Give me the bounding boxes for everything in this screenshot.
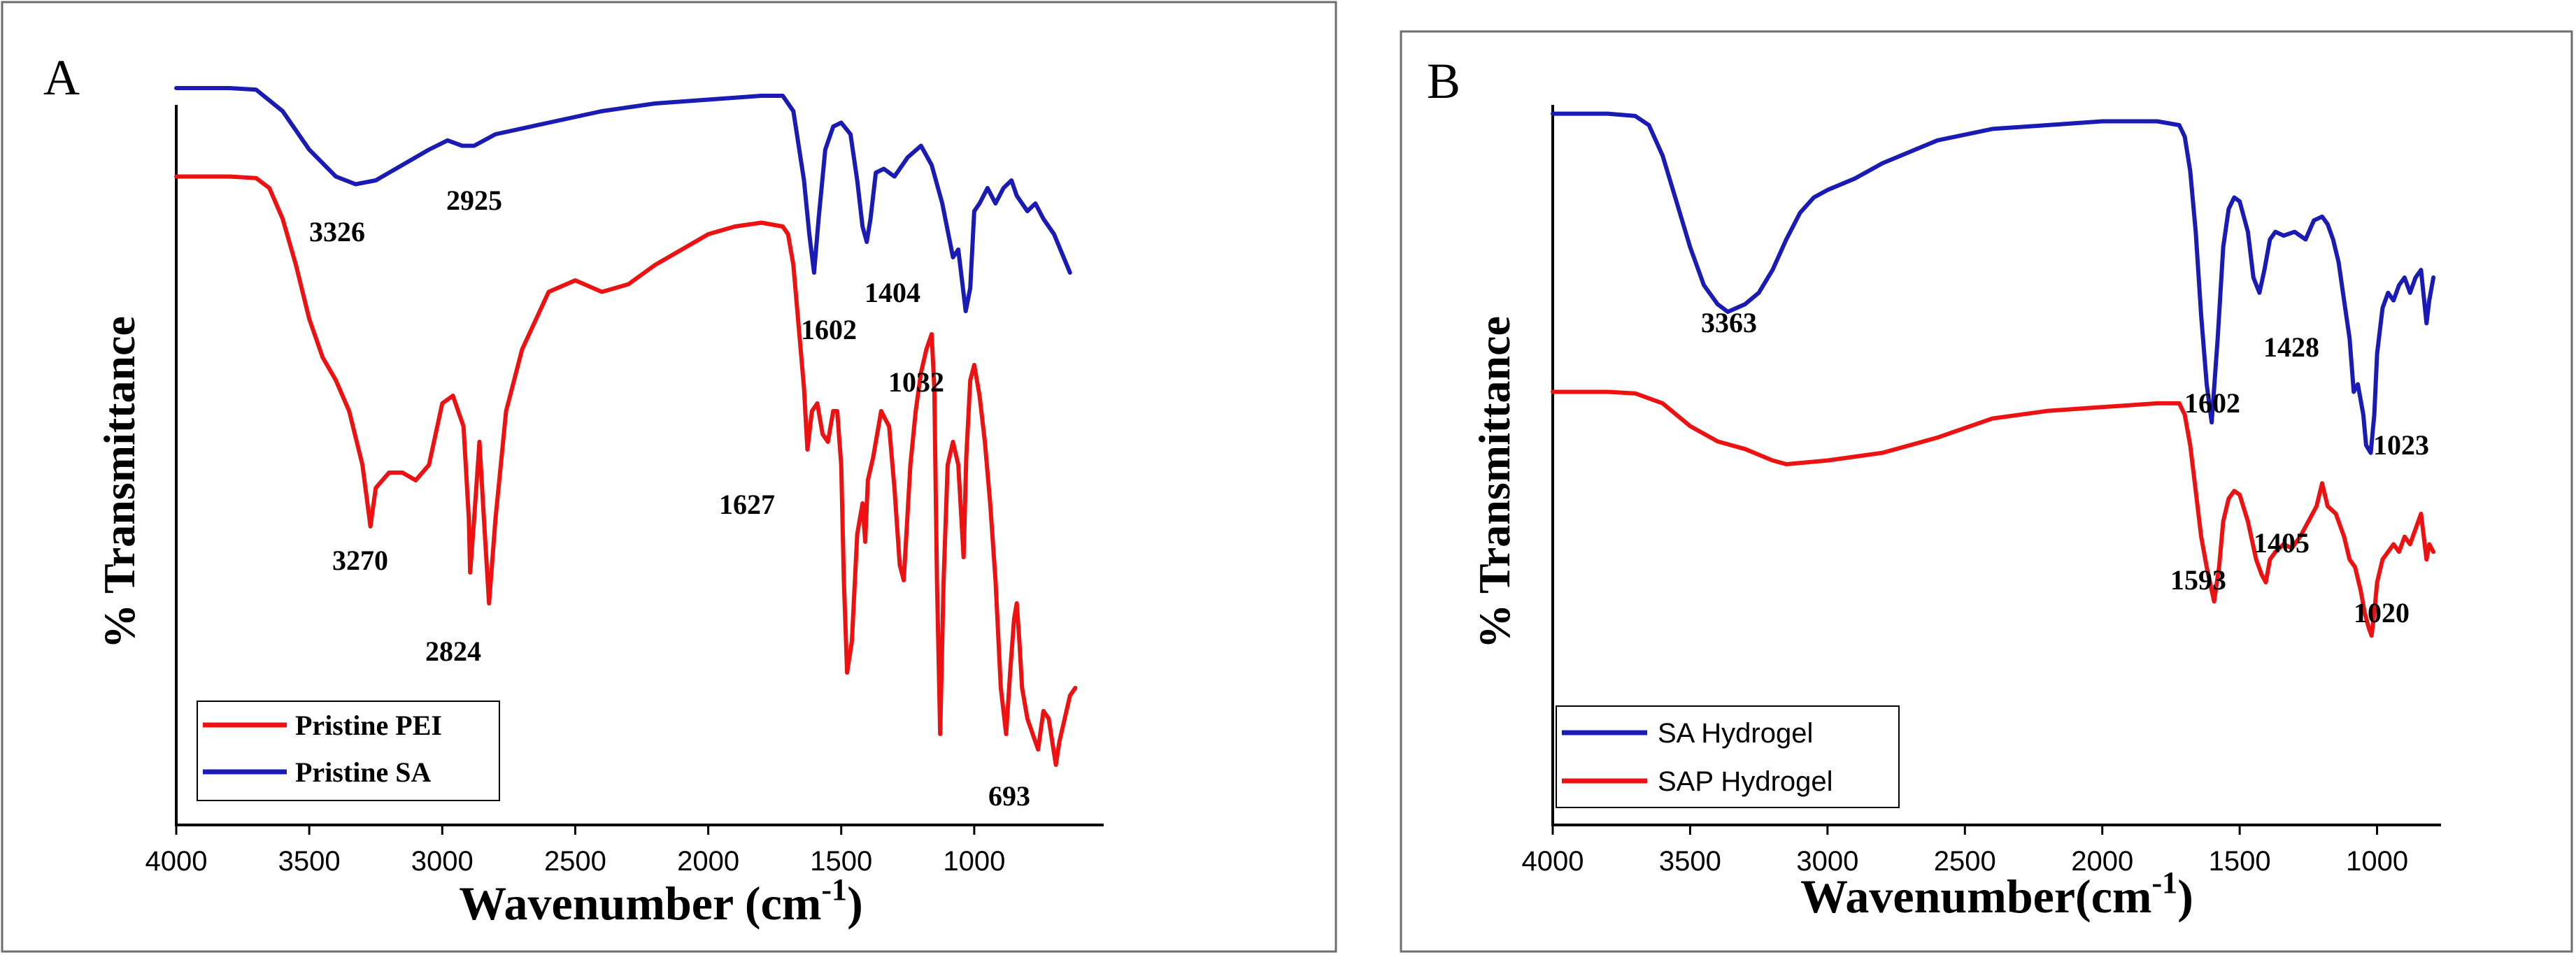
panel-b-label: B xyxy=(1427,53,1460,109)
panel-b-legend-box xyxy=(1556,705,1900,808)
peak-label-1428: 1428 xyxy=(2263,331,2319,363)
panel-b-frame xyxy=(1400,30,2573,953)
peak-label-1627: 1627 xyxy=(719,489,775,520)
peak-label-1602-b: 1602 xyxy=(2184,387,2240,419)
series-line-pristine-sa xyxy=(174,86,1072,313)
panel-a-frame xyxy=(1,1,1337,953)
legend-label-pristine-pei: Pristine PEI xyxy=(295,710,442,741)
panel-a-y-axis-title: % Transmittance xyxy=(94,316,144,649)
peak-label-3363: 3363 xyxy=(1701,307,1757,338)
panel-b-legend: SA Hydrogel SAP Hydrogel xyxy=(1556,705,1900,808)
peak-label-1602: 1602 xyxy=(801,314,857,345)
panel-a-x-axis-title: Wavenumber (cm-1) xyxy=(459,873,862,930)
x-tick-label-3500: 3500 xyxy=(278,846,341,877)
panel-a-annotations: 3326 2925 3270 2824 1602 1404 1032 1627 … xyxy=(309,185,1030,812)
peak-label-693: 693 xyxy=(988,780,1030,812)
x-tick-label-2500: 2500 xyxy=(1934,846,1996,877)
x-tick-label-2500: 2500 xyxy=(544,846,606,877)
x-tick-label-1000: 1000 xyxy=(2346,846,2408,877)
peak-label-3326: 3326 xyxy=(309,216,365,247)
peak-label-1404: 1404 xyxy=(864,277,920,308)
panel-b-x-label-text: Wavenumber(cm xyxy=(1800,870,2151,923)
peak-label-1593: 1593 xyxy=(2170,564,2226,596)
peak-label-2824: 2824 xyxy=(425,636,481,667)
x-tick-label-1500: 1500 xyxy=(2209,846,2271,877)
panel-b-x-label-sup: -1 xyxy=(2152,866,2178,900)
panel-a-legend: Pristine PEI Pristine SA xyxy=(197,701,500,801)
panel-a-legend-box xyxy=(197,701,500,801)
peak-label-1405: 1405 xyxy=(2254,527,2310,559)
panel-a-x-label-sup: -1 xyxy=(821,873,847,907)
legend-label-pristine-sa: Pristine SA xyxy=(295,756,432,788)
series-line-pristine-pei xyxy=(174,174,1078,767)
panel-a-x-ticks: 4000 3500 3000 2500 2000 1500 1000 xyxy=(145,825,1005,877)
panel-a-series xyxy=(174,86,1078,767)
x-tick-label-3000: 3000 xyxy=(1796,846,1858,877)
panel-b: B 4000 3500 3000 2500 2000 1500 1000 Wavenumbe… xyxy=(1400,30,2573,953)
panel-a-x-label-text: Wavenumber (cm xyxy=(459,877,821,930)
series-line-sa-hydrogel xyxy=(1551,111,2436,455)
x-tick-label-2000: 2000 xyxy=(2071,846,2133,877)
panel-a-label: A xyxy=(43,50,80,106)
x-tick-label-2000: 2000 xyxy=(677,846,739,877)
x-tick-label-3500: 3500 xyxy=(1659,846,1721,877)
series-line-sap-hydrogel xyxy=(1551,389,2436,638)
x-tick-label-3000: 3000 xyxy=(411,846,474,877)
panel-b-y-axis-title: % Transmittance xyxy=(1470,316,1519,649)
legend-label-sap-hydrogel: SAP Hydrogel xyxy=(1658,766,1833,797)
panel-b-x-label-close: ) xyxy=(2177,870,2193,923)
x-tick-label-4000: 4000 xyxy=(1522,846,1584,877)
peak-label-1023: 1023 xyxy=(2373,429,2429,461)
x-tick-label-4000: 4000 xyxy=(145,846,208,877)
legend-label-sa-hydrogel: SA Hydrogel xyxy=(1658,718,1813,749)
panel-a: A 4000 3500 3000 2500 2000 1500 1000 Wavenumbe… xyxy=(1,1,1337,953)
peak-label-3270: 3270 xyxy=(332,545,388,576)
panel-b-x-ticks: 4000 3500 3000 2500 2000 1500 1000 xyxy=(1522,825,2408,877)
panel-b-x-axis-title: Wavenumber(cm-1) xyxy=(1800,866,2193,923)
x-tick-label-1500: 1500 xyxy=(810,846,872,877)
x-tick-label-1000: 1000 xyxy=(943,846,1005,877)
peak-label-2925: 2925 xyxy=(446,185,502,216)
panel-b-series xyxy=(1551,111,2436,638)
panel-a-x-label-close: ) xyxy=(847,877,863,930)
peak-label-1032: 1032 xyxy=(888,366,944,398)
panel-b-annotations: 3363 1602 1428 1023 1593 1405 1020 xyxy=(1701,307,2429,629)
peak-label-1020: 1020 xyxy=(2354,597,2410,629)
